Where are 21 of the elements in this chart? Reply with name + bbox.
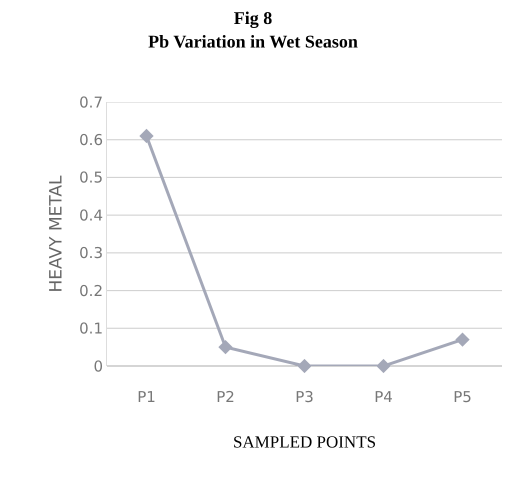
- point: [297, 358, 312, 374]
- y-tick-label: 0.6: [79, 130, 103, 149]
- y-tick-label: 0.5: [79, 168, 103, 187]
- x-tick-label: P5: [453, 388, 472, 406]
- y-tick-label: 0.2: [79, 282, 103, 300]
- point: [455, 332, 470, 347]
- x-axis-title: SAMPLED POINTS: [232, 432, 376, 452]
- x-tick-label: P2: [216, 388, 235, 406]
- x-tick-label: P1: [137, 388, 156, 406]
- chart-title: Fig 8 Pb Variation in Wet Season: [148, 8, 358, 52]
- y-tick-label: 0: [93, 357, 103, 376]
- y-axis-title: HEAVY METAL: [46, 174, 67, 293]
- y-tick-label: 0.3: [79, 244, 103, 262]
- y-tick-label: 0.7: [79, 93, 103, 112]
- point: [218, 340, 233, 354]
- y-tick-label: 0.1: [79, 320, 103, 338]
- y-tick-label: 0.4: [79, 206, 103, 224]
- x-tick-label: P4: [374, 388, 393, 406]
- point: [376, 358, 391, 374]
- x-tick-label: P3: [295, 388, 314, 406]
- point: [139, 128, 154, 144]
